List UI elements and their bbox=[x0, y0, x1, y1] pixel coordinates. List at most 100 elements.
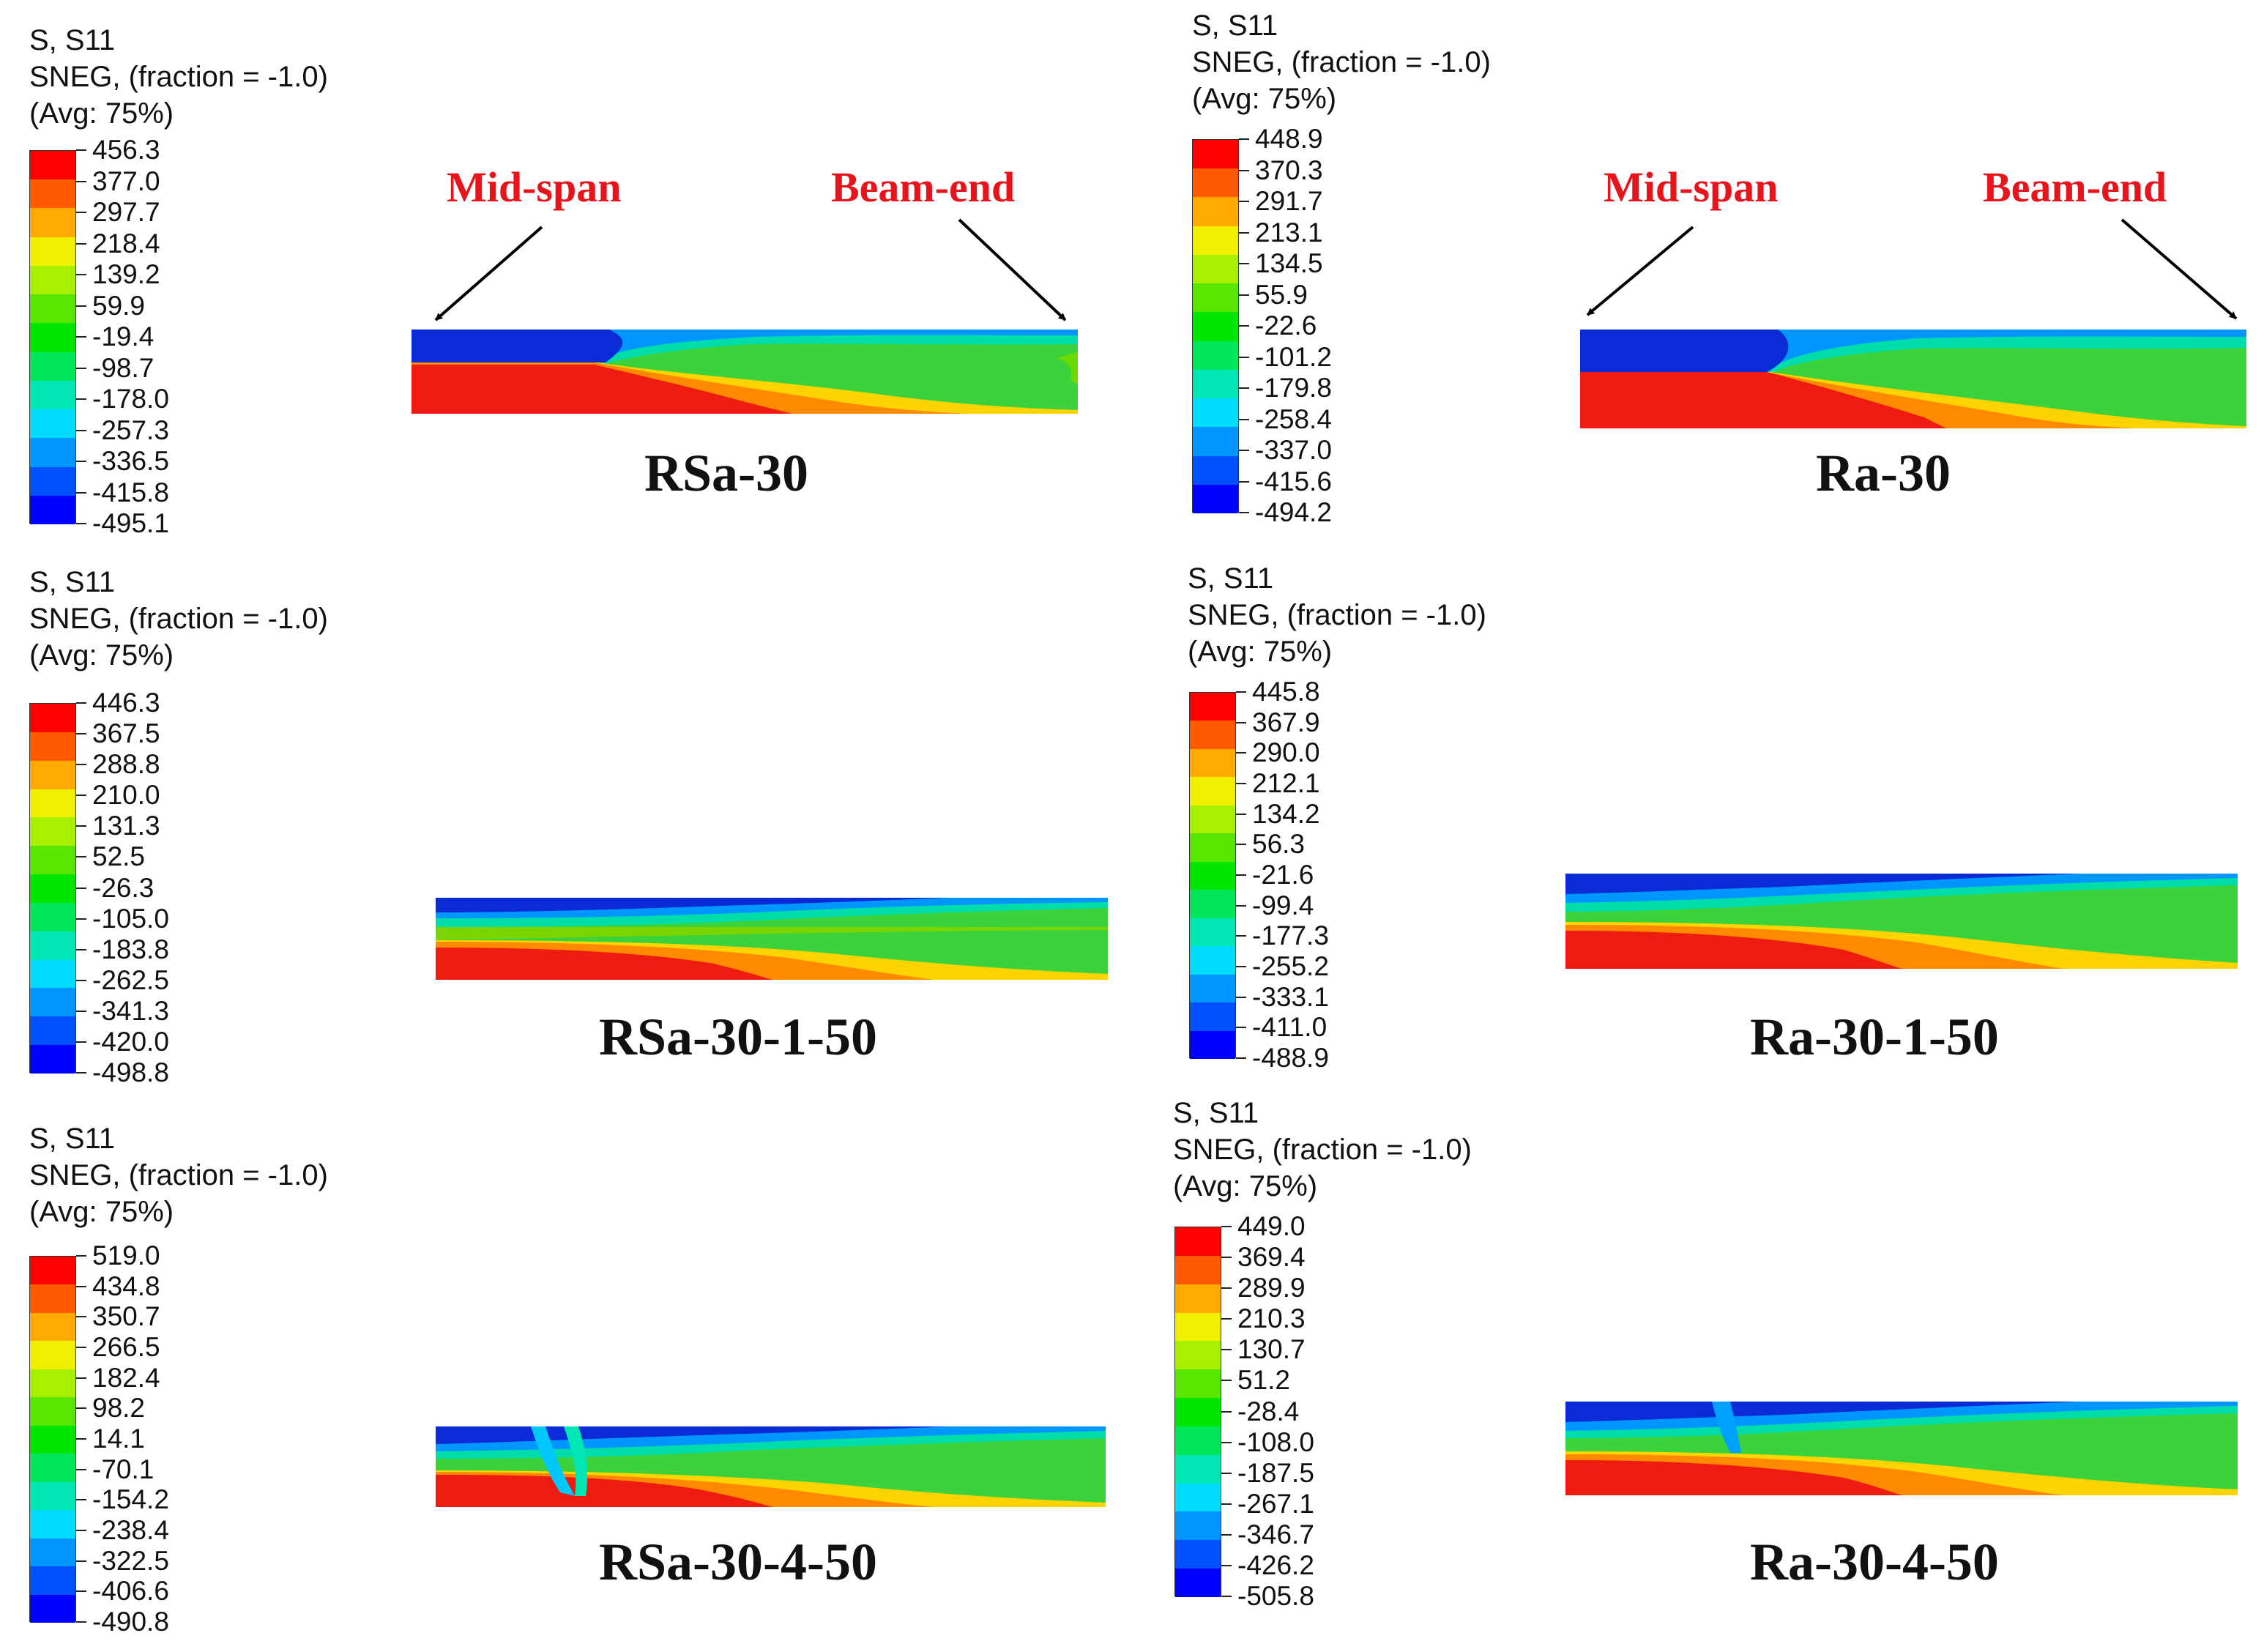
colorbar-value: 288.8 bbox=[92, 749, 160, 780]
colorbar-swatch bbox=[1190, 861, 1235, 890]
specimen-label-ra-30-4-50: Ra-30-4-50 bbox=[1750, 1533, 1999, 1591]
beam-contour-rsa-30 bbox=[412, 330, 1078, 414]
colorbar-tick bbox=[76, 1590, 86, 1593]
colorbar-swatches bbox=[1189, 692, 1236, 1060]
colorbar-tick bbox=[76, 1010, 86, 1012]
colorbar-swatch bbox=[30, 151, 75, 180]
colorbar-swatch bbox=[1190, 1002, 1235, 1032]
colorbar-value: -495.1 bbox=[92, 508, 169, 538]
colorbar-swatch bbox=[1190, 946, 1235, 975]
colorbar-tick bbox=[76, 1041, 86, 1043]
colorbar-value: 291.7 bbox=[1255, 186, 1323, 216]
colorbar-swatch bbox=[1193, 254, 1238, 284]
colorbar-tick bbox=[1239, 263, 1249, 264]
colorbar-tick bbox=[1239, 450, 1249, 451]
colorbar-swatch bbox=[30, 959, 75, 989]
colorbar-swatch bbox=[1175, 1483, 1221, 1512]
colorbar-swatches bbox=[29, 703, 76, 1074]
legend-averaging: (Avg: 75%) bbox=[29, 1196, 174, 1228]
colorbar-value: -238.4 bbox=[92, 1515, 169, 1545]
colorbar-tick bbox=[1236, 966, 1246, 967]
colorbar-tick bbox=[1221, 1226, 1232, 1227]
colorbar-tick bbox=[1221, 1257, 1232, 1259]
colorbar-value: -346.7 bbox=[1237, 1519, 1314, 1549]
colorbar-value: 52.5 bbox=[92, 841, 146, 872]
colorbar-swatch bbox=[1175, 1341, 1221, 1370]
colorbar-tick bbox=[76, 825, 86, 827]
legend-averaging: (Avg: 75%) bbox=[1188, 636, 1333, 668]
colorbar-tick bbox=[1236, 996, 1246, 998]
legend-variable: S, S11 bbox=[29, 566, 116, 598]
colorbar-value: -415.6 bbox=[1255, 466, 1332, 496]
colorbar-value: -411.0 bbox=[1252, 1012, 1328, 1043]
colorbar-tick bbox=[1236, 844, 1246, 846]
colorbar-value: -105.0 bbox=[92, 903, 169, 934]
colorbar-value: 134.2 bbox=[1252, 798, 1320, 829]
colorbar-value: -337.0 bbox=[1255, 435, 1332, 465]
colorbar-swatch bbox=[1175, 1540, 1221, 1569]
beam-contour-ra-30-4-50 bbox=[1565, 1402, 2238, 1495]
colorbar-value: 131.3 bbox=[92, 811, 160, 841]
colorbar-swatch bbox=[30, 817, 75, 847]
colorbar-value: 14.1 bbox=[92, 1424, 146, 1454]
colorbar-swatch bbox=[1190, 1030, 1235, 1060]
legend-ra-30: S, S11 SNEG, (fraction = -1.0) (Avg: 75%… bbox=[1192, 7, 1491, 117]
specimen-label-rsa-30: RSa-30 bbox=[644, 444, 809, 502]
colorbar-tick bbox=[1239, 201, 1249, 202]
colorbar-value: 446.3 bbox=[92, 688, 160, 718]
legend-variable: S, S11 bbox=[1192, 10, 1278, 42]
colorbar-swatch bbox=[1193, 341, 1238, 371]
colorbar-swatch bbox=[1193, 168, 1238, 198]
colorbar-swatch bbox=[30, 704, 75, 733]
colorbar-swatch bbox=[30, 846, 75, 875]
legend-rsa-30: S, S11 SNEG, (fraction = -1.0) (Avg: 75%… bbox=[29, 22, 328, 132]
colorbar-swatch bbox=[30, 380, 75, 410]
beam-end-label: Beam-end bbox=[1983, 163, 2167, 211]
colorbar-swatch bbox=[30, 208, 75, 238]
legend-section: SNEG, (fraction = -1.0) bbox=[1188, 599, 1486, 631]
colorbar-value: -154.2 bbox=[92, 1484, 169, 1515]
legend-section: SNEG, (fraction = -1.0) bbox=[29, 603, 328, 635]
colorbar-tick bbox=[76, 242, 86, 245]
colorbar-tick bbox=[1221, 1596, 1232, 1597]
colorbar-swatch bbox=[1190, 833, 1235, 863]
colorbar-tick bbox=[76, 305, 86, 307]
colorbar-swatch bbox=[30, 1481, 75, 1511]
colorbar-value: -178.0 bbox=[92, 384, 169, 414]
colorbar-value: 445.8 bbox=[1252, 677, 1320, 707]
arrow-beam-end-ra bbox=[2120, 218, 2238, 320]
colorbar-tick bbox=[76, 212, 86, 213]
colorbar-value: 210.3 bbox=[1237, 1303, 1306, 1334]
mid-span-label: Mid-span bbox=[447, 163, 622, 211]
colorbar-swatch bbox=[30, 1341, 75, 1370]
colorbar-tick bbox=[76, 336, 86, 338]
colorbar-tick bbox=[1221, 1287, 1232, 1290]
colorbar-tick bbox=[1221, 1380, 1232, 1382]
colorbar-swatch bbox=[1190, 890, 1235, 919]
colorbar-value: 367.5 bbox=[92, 718, 160, 749]
arrow-mid-span-rsa bbox=[434, 226, 543, 321]
colorbar-tick bbox=[1239, 325, 1249, 327]
colorbar-value: 434.8 bbox=[92, 1270, 160, 1301]
colorbar-swatch bbox=[30, 760, 75, 790]
colorbar-tick bbox=[1236, 874, 1246, 876]
legend-rsa-30-4-50: S, S11 SNEG, (fraction = -1.0) (Avg: 75%… bbox=[29, 1120, 328, 1230]
colorbar-tick bbox=[76, 180, 86, 182]
colorbar-tick bbox=[1239, 138, 1249, 140]
colorbar-value: -490.8 bbox=[92, 1607, 169, 1637]
colorbar-value: -183.8 bbox=[92, 934, 169, 964]
colorbar-tick bbox=[1239, 480, 1249, 483]
colorbar-tick bbox=[76, 1530, 86, 1531]
legend-rsa-30-1-50: S, S11 SNEG, (fraction = -1.0) (Avg: 75%… bbox=[29, 564, 328, 674]
colorbar-swatch bbox=[30, 1284, 75, 1314]
arrow-mid-span-ra bbox=[1586, 226, 1694, 316]
colorbar-value: 266.5 bbox=[92, 1332, 160, 1362]
colorbar-swatch bbox=[30, 1397, 75, 1426]
colorbar-value: 290.0 bbox=[1252, 737, 1320, 768]
colorbar-tick bbox=[1239, 231, 1249, 234]
colorbar-swatch bbox=[30, 874, 75, 904]
colorbar-value: -426.2 bbox=[1237, 1549, 1314, 1580]
colorbar-tick bbox=[1236, 752, 1246, 754]
colorbar-value: 139.2 bbox=[92, 259, 160, 289]
colorbar-tick bbox=[76, 702, 86, 704]
